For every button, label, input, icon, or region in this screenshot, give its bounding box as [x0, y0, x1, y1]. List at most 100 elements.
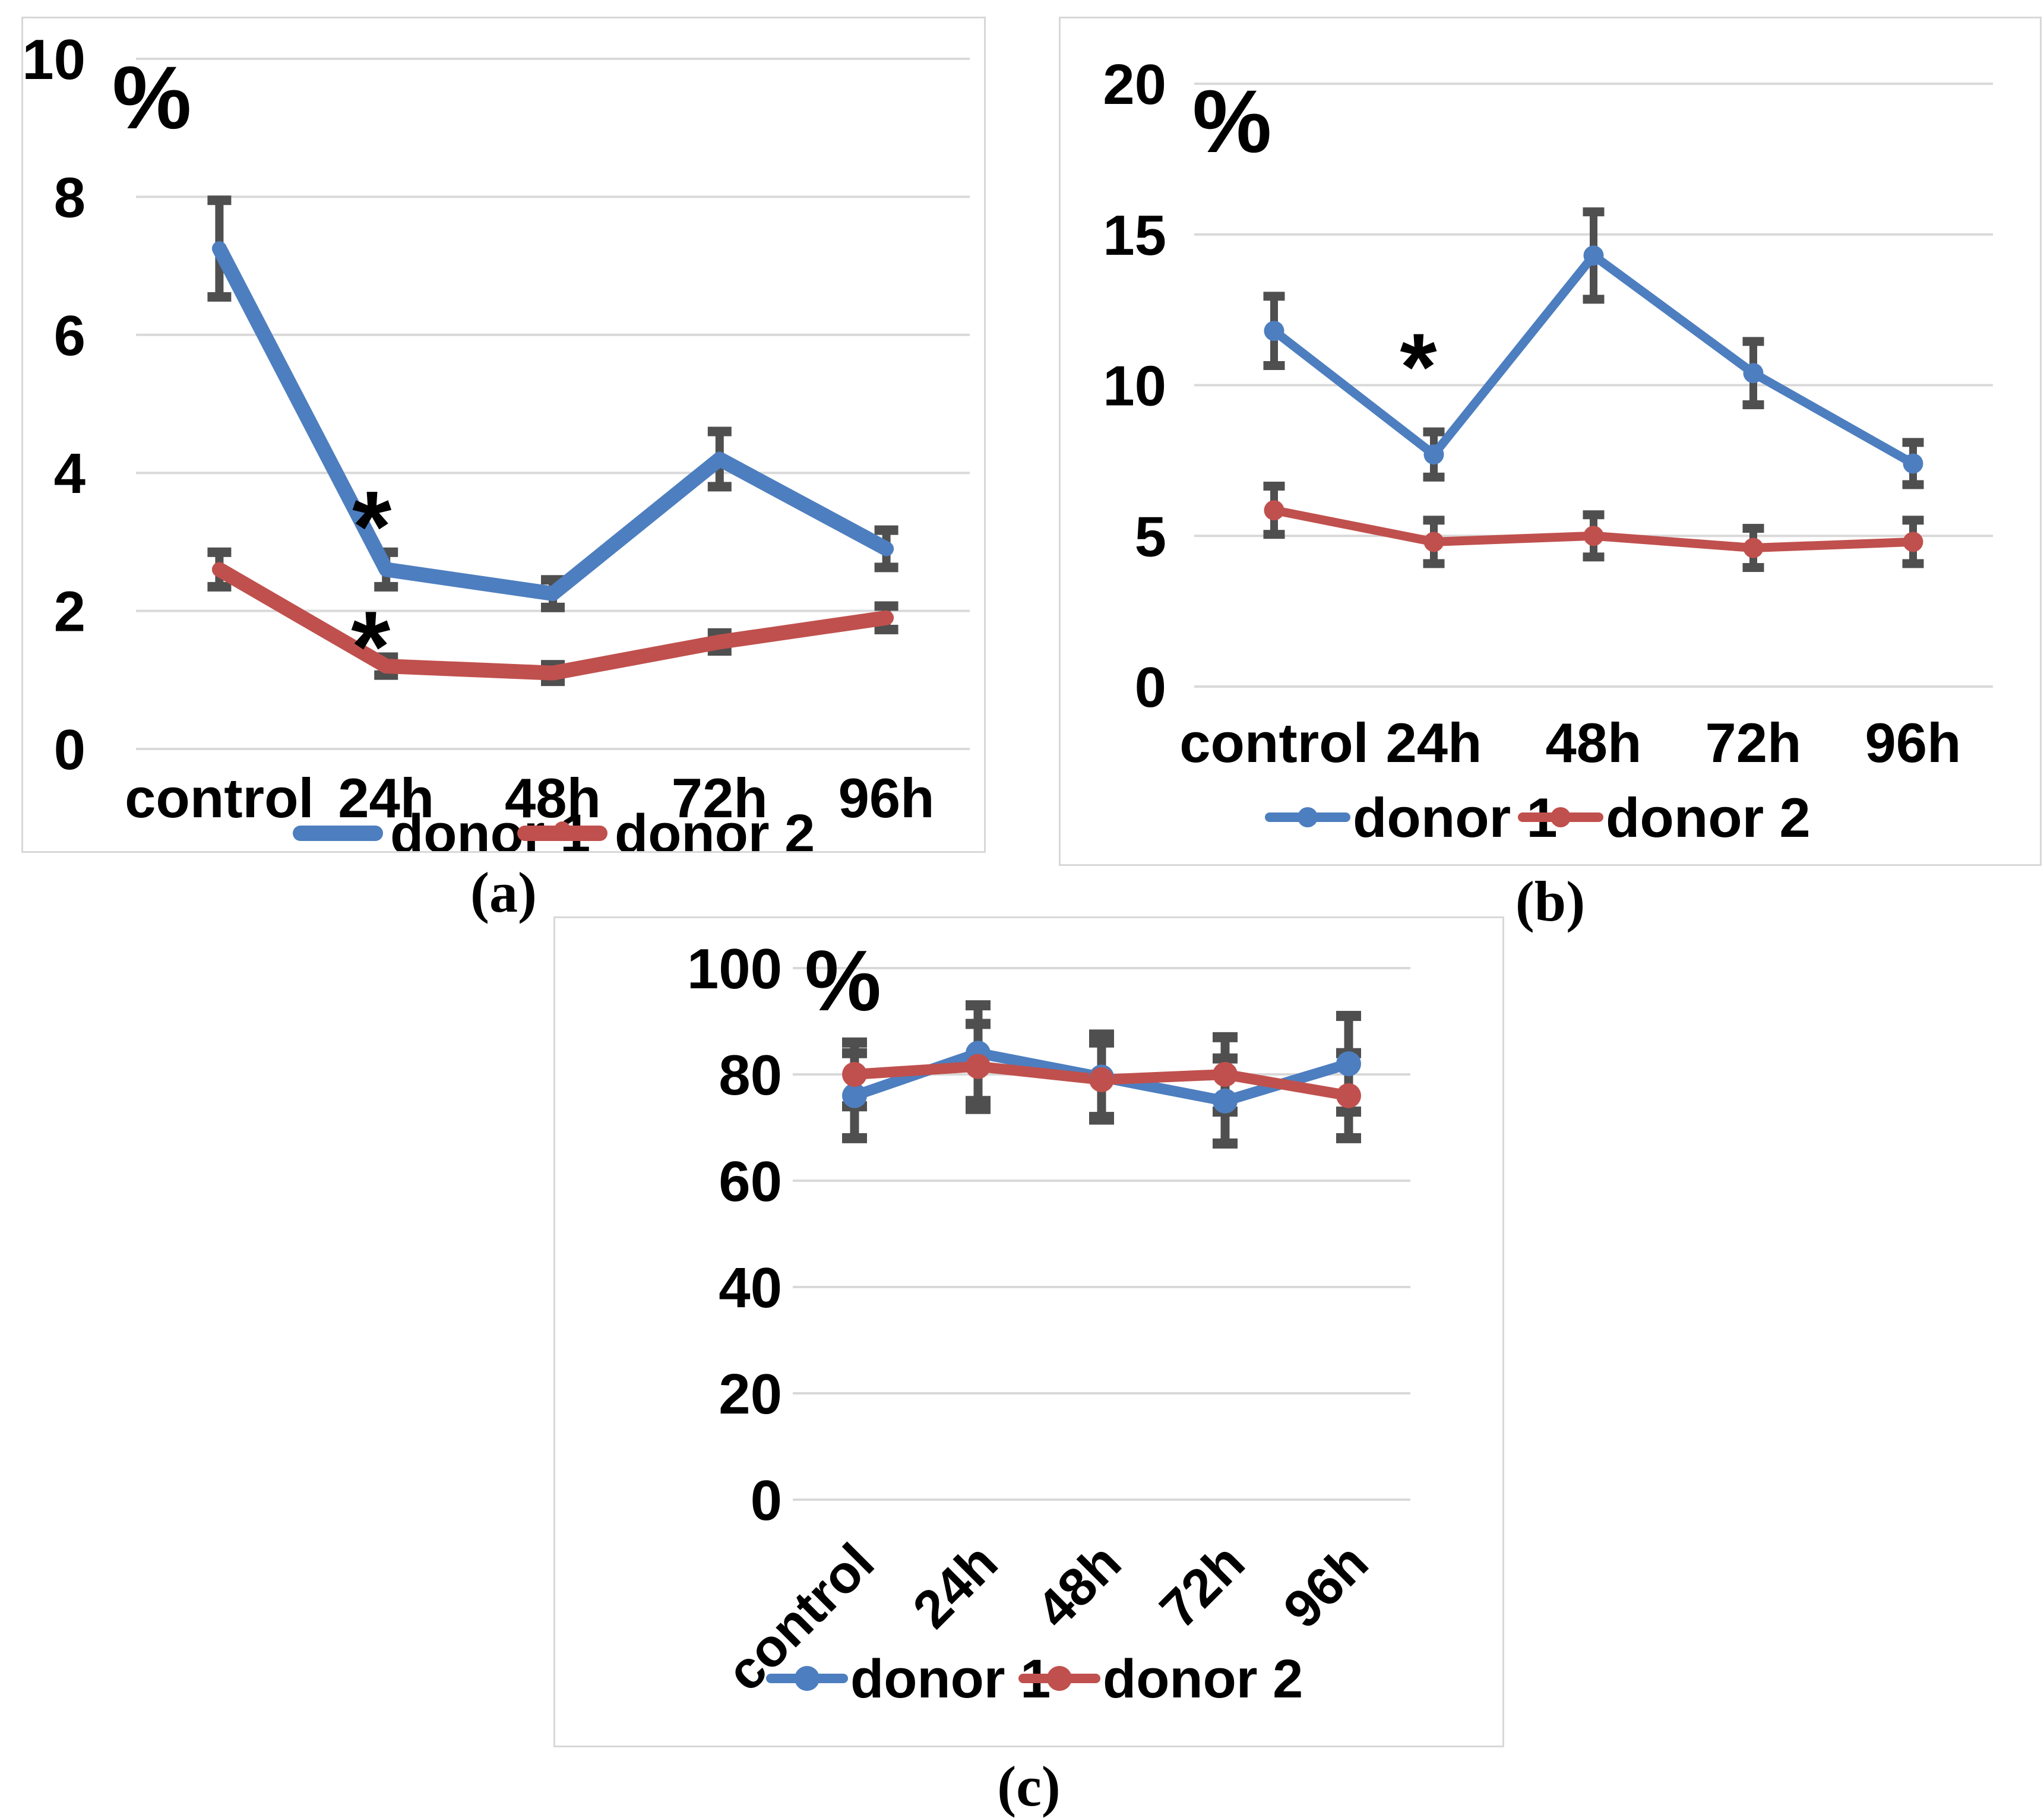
x-tick-label-24h: 24h	[1386, 712, 1482, 774]
x-tick-label-72h: 72h	[1149, 1532, 1256, 1639]
marker-donor-1-72h	[1743, 363, 1764, 384]
error-bar-cap-top	[842, 1037, 867, 1048]
marker-donor-2-48h	[1089, 1067, 1114, 1092]
error-bar-cap-bottom	[1902, 559, 1924, 568]
annotation-asterisk: *	[352, 470, 391, 583]
x-tick-label-24h: 24h	[338, 767, 434, 829]
legend-line-icon	[293, 826, 383, 841]
y-tick-label-0: 0	[751, 1469, 782, 1532]
error-bar-cap-top	[1089, 1037, 1114, 1048]
x-tick-label-24h: 24h	[902, 1532, 1009, 1639]
marker-donor-2-control	[1264, 500, 1284, 521]
marker-donor-2-24h	[1423, 532, 1444, 552]
error-bar-cap-top	[1902, 516, 1924, 525]
error-bar-cap-bottom	[1583, 295, 1605, 304]
y-tick-label-20: 20	[1103, 53, 1166, 116]
error-bar-cap-top	[1583, 207, 1605, 217]
marker-donor-1-96h	[1336, 1051, 1361, 1077]
x-tick-label-control: control	[125, 767, 314, 829]
y-tick-label-0: 0	[1135, 656, 1166, 719]
series-line-donor-2	[211, 562, 894, 681]
x-tick-label-48h: 48h	[1546, 712, 1642, 774]
error-bar-cap-top	[1263, 482, 1285, 491]
panel-b: 0 5 10 15 20% * control 24h 48h 72h 96h donor 1 dono…	[1059, 17, 2042, 866]
legend-label-donor-2: donor 2	[1103, 1649, 1303, 1709]
marker-donor-2-72h	[1743, 538, 1764, 558]
x-tick-label-48h: 48h	[1026, 1532, 1132, 1639]
y-tick-label-8: 8	[54, 166, 86, 229]
x-tick-label-72h: 72h	[1706, 712, 1802, 774]
x-tick-label-96h: 96h	[1273, 1532, 1379, 1639]
error-bar-cap-top	[1742, 524, 1764, 533]
y-tick-label-20: 20	[719, 1362, 782, 1426]
marker-donor-2-72h	[1213, 1062, 1238, 1087]
marker-donor-1-48h	[1583, 245, 1604, 266]
legend-item-donor-2: donor 2	[1018, 1649, 1303, 1709]
error-bar-cap-bottom	[874, 624, 898, 634]
error-bar-cap-top	[1263, 292, 1285, 301]
error-bar-cap-bottom	[1089, 1112, 1114, 1123]
x-tick-label-72h: 72h	[672, 767, 768, 829]
error-bar-cap-bottom	[1742, 400, 1764, 409]
legend-label-donor-2: donor 2	[615, 804, 815, 851]
caption-c: (c)	[997, 1754, 1061, 1818]
error-bar-cap-top	[707, 426, 732, 437]
x-tick-label-96h: 96h	[839, 767, 935, 829]
error-bar-cap-bottom	[1742, 563, 1764, 573]
y-axis-unit-label: %	[1192, 71, 1271, 171]
error-bar-cap-bottom	[874, 562, 898, 573]
y-axis-unit-label: %	[112, 48, 191, 147]
error-bar-cap-bottom	[374, 581, 398, 592]
marker-donor-1-24h	[1423, 444, 1444, 465]
error-bar-cap-bottom	[966, 1104, 991, 1114]
error-bar-cap-top	[874, 601, 898, 611]
error-bar-cap-top	[1902, 438, 1924, 447]
y-tick-label-15: 15	[1103, 204, 1166, 267]
marker-donor-1-control	[842, 1083, 867, 1108]
error-bar-cap-bottom	[207, 292, 232, 302]
caption-a: (a)	[470, 861, 537, 924]
error-bar-cap-bottom	[1263, 361, 1285, 371]
error-bar-cap-bottom	[207, 581, 232, 592]
error-bar-cap-bottom	[842, 1133, 867, 1143]
marker-donor-2-control	[842, 1062, 867, 1087]
legend-marker-icon	[554, 821, 571, 838]
marker-donor-2-48h	[1583, 526, 1604, 546]
series-line-donor-1	[211, 241, 894, 602]
error-bar-cap-top	[1423, 516, 1445, 525]
legend: donor 1 donor 2	[293, 804, 815, 851]
x-tick-label-control: control	[1179, 712, 1369, 774]
marker-donor-1-control	[1264, 321, 1284, 342]
error-bar-cap-top	[207, 195, 232, 205]
error-bar-cap-bottom	[1423, 472, 1445, 482]
y-tick-label-4: 4	[54, 442, 86, 505]
annotation-asterisk: *	[1400, 314, 1437, 420]
legend-label-donor-2: donor 2	[1606, 786, 1811, 849]
legend-marker-icon	[1047, 1666, 1072, 1691]
marker-donor-2-24h	[966, 1054, 991, 1079]
marker-donor-1-96h	[1903, 453, 1923, 474]
legend-item-donor-2: donor 2	[517, 804, 815, 851]
error-bar-cap-top	[966, 1000, 991, 1011]
error-bar-cap-top	[207, 547, 232, 557]
y-tick-label-100: 100	[687, 937, 782, 1001]
legend-item-donor-1: donor 1	[766, 1649, 1051, 1709]
legend: donor 1 donor 2	[766, 1649, 1303, 1709]
legend-item-donor-2: donor 2	[1518, 786, 1811, 849]
y-tick-label-10: 10	[23, 28, 86, 91]
error-bar-cap-top	[1742, 337, 1764, 346]
y-tick-label-0: 0	[54, 718, 86, 782]
error-bar-cap-bottom	[1213, 1138, 1238, 1149]
marker-donor-2-96h	[1903, 532, 1923, 552]
caption-b: (b)	[1515, 870, 1586, 933]
legend-label-donor-1: donor 1	[850, 1649, 1051, 1709]
error-bar-cap-top	[1336, 1011, 1361, 1022]
marker-donor-1-72h	[1213, 1088, 1238, 1114]
legend-item-donor-1: donor 1	[1265, 786, 1558, 849]
y-tick-label-80: 80	[719, 1044, 782, 1107]
y-tick-label-6: 6	[54, 304, 86, 368]
error-bar-cap-bottom	[541, 602, 565, 612]
